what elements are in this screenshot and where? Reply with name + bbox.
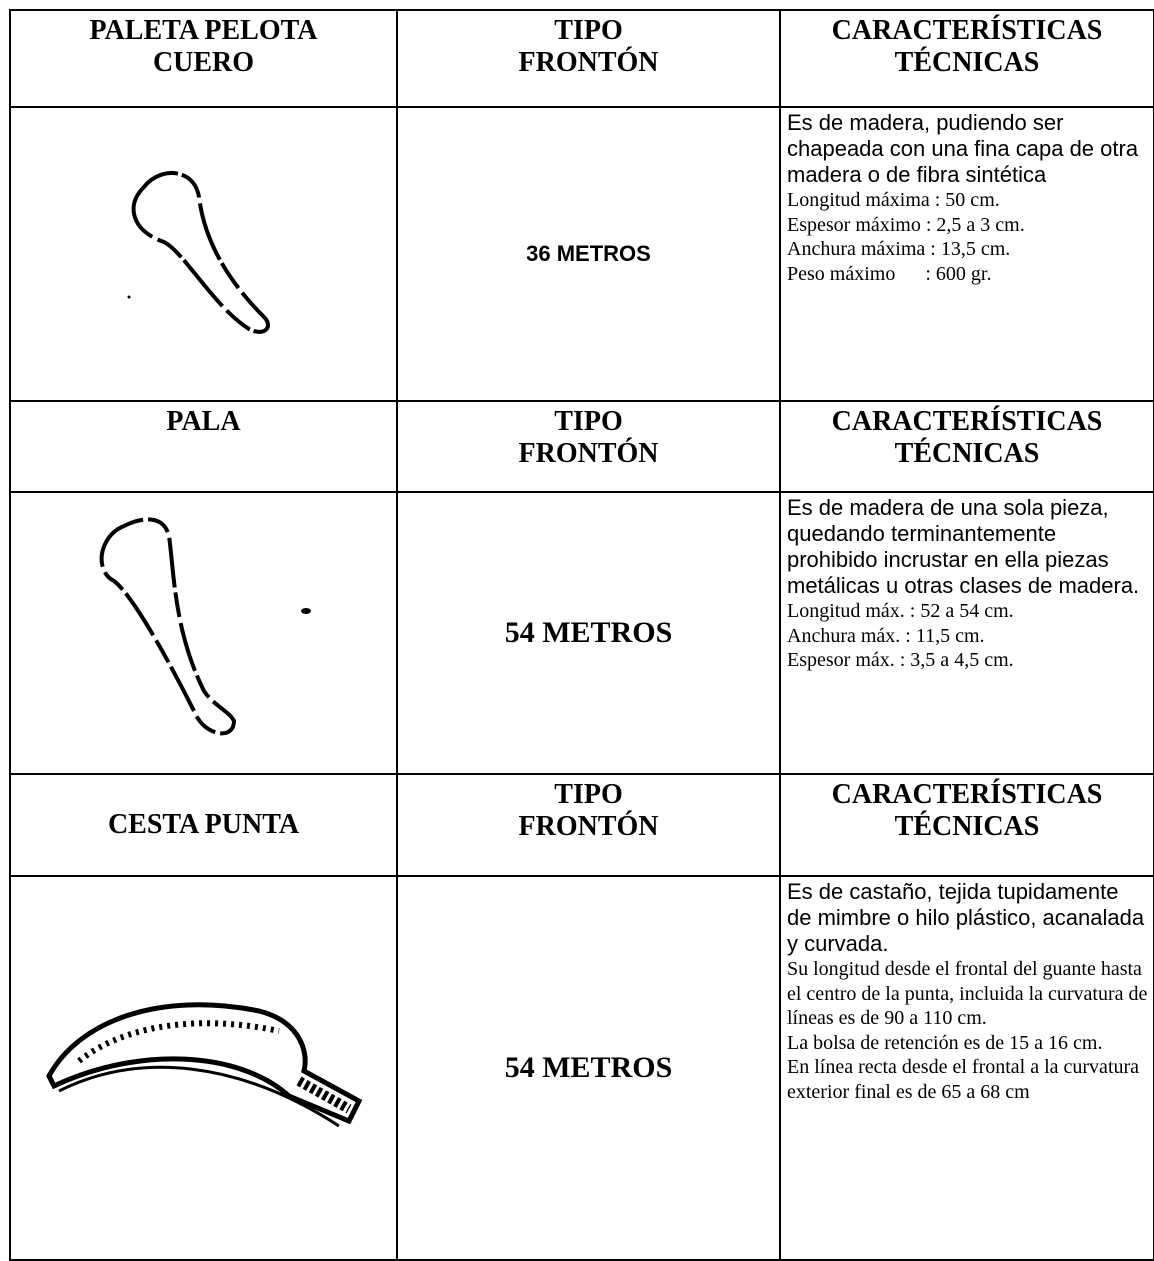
header-cell: CARACTERÍSTICAS TÉCNICAS: [779, 400, 1154, 493]
distance-text: 54 METROS: [504, 1051, 673, 1084]
description-cell: Es de madera, pudiendo ser chapeada con …: [779, 106, 1154, 402]
distance-cell: 54 METROS: [396, 875, 781, 1261]
content-row: 54 METROS Es de castaño, tejida tupidamen…: [9, 875, 1154, 1261]
header-text: TÉCNICAS: [894, 438, 1040, 469]
spec-text: La bolsa de retención es de 15 a 16 cm.: [787, 1031, 1103, 1054]
distance-text: 54 METROS: [504, 616, 673, 649]
distance-text: 36 METROS: [526, 241, 651, 266]
header-text: FRONTÓN: [518, 438, 659, 469]
description-text: Es de madera, pudiendo ser chapeada con …: [787, 110, 1139, 187]
spec-text: Anchura máx. : 11,5 cm.: [787, 624, 985, 647]
header-text: TÉCNICAS: [894, 47, 1040, 78]
header-text: PALA: [166, 406, 241, 437]
header-text: FRONTÓN: [518, 811, 659, 842]
image-cell: [9, 491, 398, 775]
header-cell: CARACTERÍSTICAS TÉCNICAS: [779, 773, 1154, 877]
spec-text: Espesor máximo : 2,5 a 3 cm.: [787, 213, 1025, 236]
spec-text: Peso máximo : 600 gr.: [787, 262, 992, 285]
spec-text: Su longitud desde el frontal del guante …: [787, 958, 1153, 1029]
header-row: CESTA PUNTA TIPO FRONTÓN CARACTERÍSTICAS TÉC…: [9, 773, 1154, 877]
equipment-drawing: [99, 516, 311, 735]
header-text: CARACTERÍSTICAS: [831, 779, 1103, 810]
header-cell: CESTA PUNTA: [9, 773, 398, 877]
distance-cell: 54 METROS: [396, 491, 781, 775]
spec-text: Espesor máx. : 3,5 a 4,5 cm.: [787, 649, 1014, 671]
spec-text: Anchura máxima : 13,5 cm.: [787, 238, 1011, 260]
header-cell: TIPO FRONTÓN: [396, 773, 781, 877]
description-cell: Es de castaño, tejida tupidamente de mim…: [779, 875, 1154, 1261]
spec-text: En línea recta desde el frontal a la cur…: [787, 1056, 1145, 1103]
header-text: CARACTERÍSTICAS: [831, 15, 1103, 46]
header-cell: TIPO FRONTÓN: [396, 400, 781, 493]
header-text: TÉCNICAS: [894, 811, 1040, 842]
equipment-table: PALETA PELOTA CUERO TIPO FRONTÓN CARACTERÍST…: [9, 9, 1154, 1261]
header-text: TIPO: [554, 406, 623, 437]
image-cell: [9, 875, 398, 1261]
header-row: PALETA PELOTA CUERO TIPO FRONTÓN CARACTERÍST…: [9, 9, 1154, 108]
description-text: Es de madera de una sola pieza, quedando…: [787, 495, 1140, 598]
header-row: PALA TIPO FRONTÓN CARACTERÍSTICAS TÉCNICAS: [9, 400, 1154, 493]
spec-text: Longitud máxima : 50 cm.: [787, 189, 1000, 211]
header-text: PALETA PELOTA: [89, 15, 318, 46]
header-text: FRONTÓN: [518, 47, 659, 78]
description-text: Es de castaño, tejida tupidamente de mim…: [787, 879, 1145, 956]
header-cell: PALA: [9, 400, 398, 493]
equipment-drawing: [127, 170, 270, 334]
header-text: CESTA PUNTA: [107, 809, 300, 840]
image-cell: [9, 106, 398, 402]
header-text: CUERO: [152, 47, 255, 78]
equipment-drawing: [45, 1001, 362, 1127]
header-text: CARACTERÍSTICAS: [831, 406, 1103, 437]
spec-text: Longitud máx. : 52 a 54 cm.: [787, 600, 1014, 622]
distance-cell: 36 METROS: [396, 106, 781, 402]
header-cell: TIPO FRONTÓN: [396, 9, 781, 108]
description-cell: Es de madera de una sola pieza, quedando…: [779, 491, 1154, 775]
header-cell: PALETA PELOTA CUERO: [9, 9, 398, 108]
header-text: TIPO: [554, 779, 623, 810]
content-row: 36 METROS Es de madera, pudiendo ser chap…: [9, 106, 1154, 402]
header-text: TIPO: [554, 15, 623, 46]
content-row: 54 METROS Es de madera de una sola pieza,…: [9, 491, 1154, 775]
header-cell: CARACTERÍSTICAS TÉCNICAS: [779, 9, 1154, 108]
